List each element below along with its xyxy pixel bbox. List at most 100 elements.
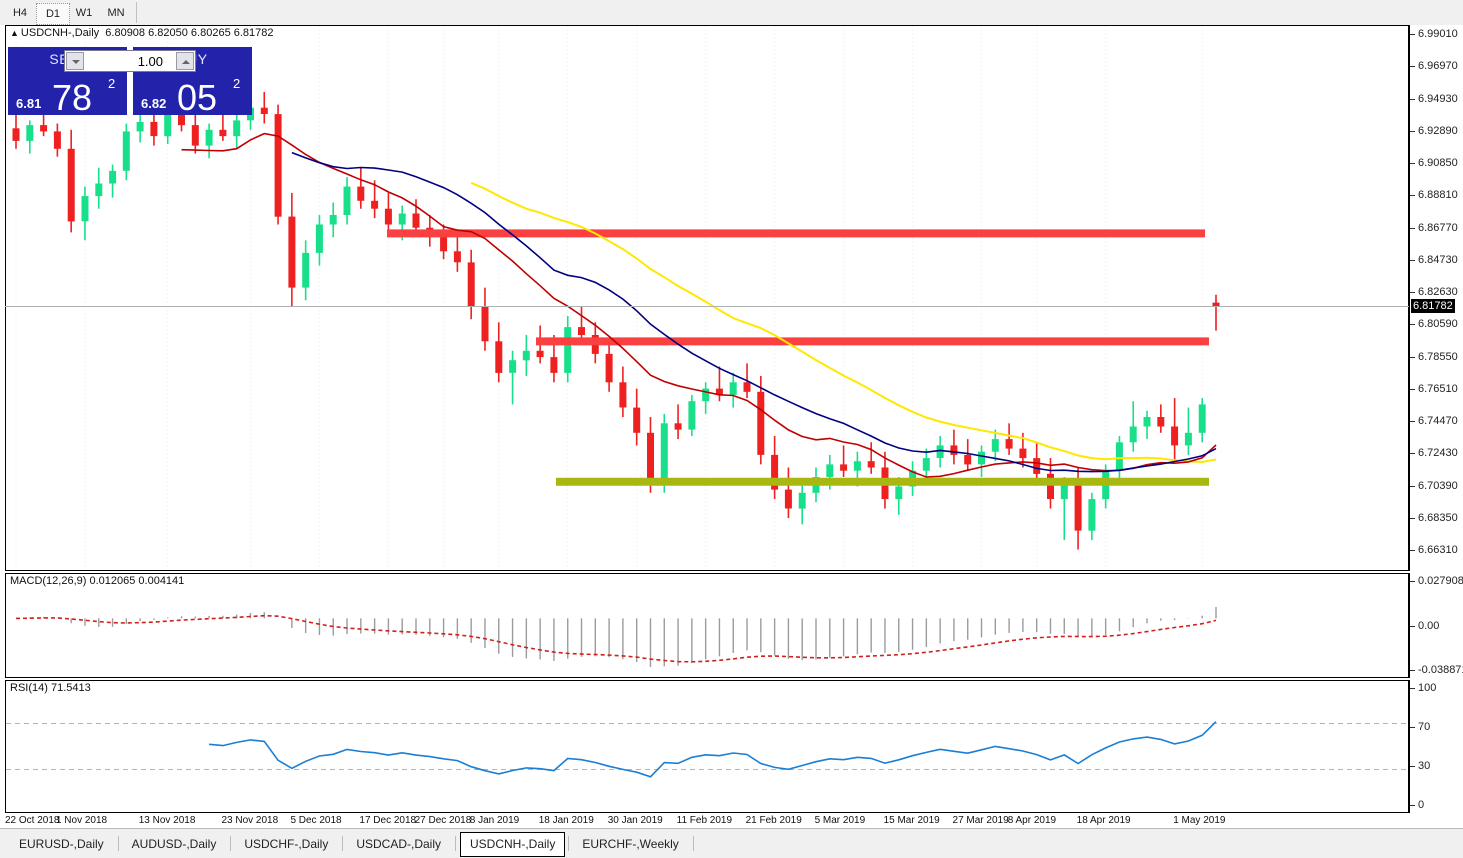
scale-label: 6.78550	[1418, 350, 1458, 363]
chart-tab-usdcnh[interactable]: USDCNH-,Daily	[460, 832, 566, 857]
horizontal-levels[interactable]	[387, 229, 1209, 486]
scale-tick	[1410, 227, 1415, 229]
scale-tick	[1410, 625, 1415, 627]
chart-tab-usdcad[interactable]: USDCAD-,Daily	[356, 837, 442, 851]
candle-body	[53, 131, 61, 149]
volume-decrease-button[interactable]	[66, 52, 84, 70]
candle-body	[771, 454, 779, 490]
scale-tick	[1410, 550, 1415, 551]
candle-body	[509, 360, 517, 373]
chart-tab-eurchf[interactable]: EURCHF-,Weekly	[582, 837, 679, 851]
price-pane[interactable]: ▲ USDCNH-,Daily 6.80908 6.82050 6.80265 6…	[5, 25, 1409, 571]
scale-label: 6.94930	[1418, 92, 1458, 105]
chart-collapse-icon[interactable]: ▲	[10, 28, 19, 38]
candle-body	[357, 186, 365, 201]
scale-label: 6.84730	[1418, 253, 1458, 266]
scale-label: 6.88810	[1418, 189, 1458, 202]
tab-divider	[230, 836, 232, 851]
candle-body	[550, 357, 558, 373]
candle-body	[136, 121, 144, 132]
timeframe-tab-h4[interactable]: H4	[12, 7, 28, 19]
volume-stepper[interactable]: 1.00	[64, 50, 196, 72]
candle-body	[191, 125, 199, 146]
candle-body	[440, 237, 448, 252]
candle-body	[1171, 426, 1179, 446]
timeframe-tab-mn[interactable]: MN	[107, 7, 125, 19]
chart-tab-audusd[interactable]: AUDUSD-,Daily	[131, 837, 217, 851]
macd-pane[interactable]: MACD(12,26,9) 0.012065 0.004141	[5, 573, 1409, 678]
scale-tick	[1410, 163, 1415, 164]
candle-body	[288, 216, 296, 288]
candle-body	[1088, 499, 1096, 531]
candle-body	[205, 129, 213, 146]
date-label: 27 Dec 2018	[414, 815, 472, 826]
tab-divider	[342, 836, 344, 851]
scale-tick	[1410, 259, 1415, 261]
scale-label: 70	[1418, 721, 1431, 733]
date-label: 15 Mar 2019	[883, 815, 940, 826]
scale-label: 6.99010	[1418, 28, 1458, 40]
chart-symbol-label: USDCNH-,Daily	[20, 27, 100, 39]
scale-label: 6.90850	[1418, 157, 1458, 169]
price-scale[interactable]: 6.99010 6.96970 6.94930 6.92890 6.90850 6.888…	[1409, 25, 1463, 571]
scale-divider	[1409, 680, 1410, 813]
candle-body	[302, 252, 310, 288]
scale-tick	[1410, 485, 1415, 487]
date-label: 11 Feb 2019	[676, 815, 733, 826]
scale-label: 6.82630	[1418, 286, 1458, 298]
one-click-trading-panel: SELL 6.81 78 2 BUY 6.82 05 2 1.00	[8, 47, 252, 118]
timeframe-toolbar: H4 D1 W1 MN	[0, 0, 1463, 26]
candle-body	[936, 445, 944, 458]
timeframe-tab-w1[interactable]: W1	[75, 7, 93, 19]
candle-body	[122, 131, 130, 171]
buy-price-big: 05	[177, 77, 218, 118]
candle-body	[784, 489, 792, 509]
scale-label: 30	[1418, 760, 1431, 772]
toolbar-divider	[136, 2, 137, 23]
timeframe-tab-d1[interactable]: D1	[36, 3, 70, 25]
date-label: 17 Dec 2018	[359, 815, 417, 826]
date-label: 18 Apr 2019	[1076, 815, 1131, 826]
volume-increase-button[interactable]	[176, 52, 194, 70]
candle-body	[178, 114, 185, 126]
macd-scale: 0.027908 0.00 -0.038871	[1409, 573, 1463, 678]
candle-body	[633, 407, 641, 433]
candle-body	[1115, 442, 1123, 471]
candle-body	[715, 388, 723, 395]
rsi-pane[interactable]: RSI(14) 71.5413	[5, 680, 1409, 813]
rsi-chart-svg	[6, 721, 1408, 778]
candle-body	[564, 327, 572, 373]
scale-label: 6.68350	[1418, 511, 1458, 524]
candle-body	[578, 327, 585, 335]
chart-tab-usdchf[interactable]: USDCHF-,Daily	[244, 837, 329, 851]
date-label: 30 Jan 2019	[607, 815, 663, 826]
date-label: 27 Mar 2019	[952, 815, 1009, 826]
volume-value: 1.00	[137, 54, 163, 69]
macd-label: MACD(12,26,9) 0.012065 0.004141	[10, 575, 185, 587]
candle-body	[260, 107, 268, 114]
price-chart-svg	[12, 26, 1220, 570]
candle-body	[274, 114, 282, 217]
chevron-down-icon	[72, 60, 80, 64]
date-label: 8 Jan 2019	[469, 815, 520, 826]
date-label: 23 Nov 2018	[221, 815, 279, 826]
candle-body	[453, 251, 461, 263]
candle-body	[743, 382, 751, 392]
scale-label: 6.96970	[1418, 60, 1458, 73]
candle-body	[991, 439, 999, 452]
candle-body	[150, 121, 158, 137]
scale-label: 6.92890	[1418, 124, 1458, 137]
tab-divider	[568, 836, 570, 851]
ma-mid-line	[181, 132, 1217, 478]
candle-body	[1157, 417, 1165, 427]
tab-divider	[455, 836, 457, 851]
current-price-marker: 6.81782	[1411, 298, 1455, 313]
scale-label: 6.70390	[1418, 479, 1458, 492]
grid	[15, 26, 1203, 570]
candle-body	[219, 129, 227, 137]
chart-tab-eurusd[interactable]: EURUSD-,Daily	[19, 837, 104, 851]
candle-body	[826, 464, 834, 477]
chart-ohlc-label: 6.80908 6.82050 6.80265 6.81782	[105, 27, 274, 39]
candle-body	[674, 423, 682, 430]
